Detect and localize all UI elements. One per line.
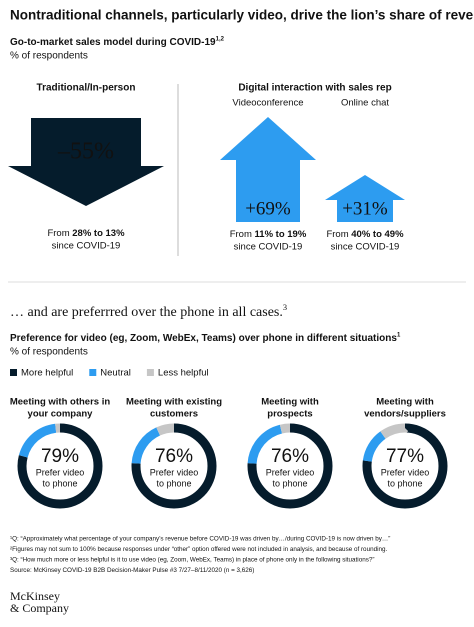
donut-caption: Prefer video	[381, 467, 430, 477]
channel-from-bold: 40% to 49%	[351, 229, 404, 240]
donut-title: Meeting with existing	[126, 397, 222, 408]
traditional-from: From 28% to 13%	[47, 228, 125, 239]
channel-name: Online chat	[341, 98, 389, 109]
donut-caption: to phone	[42, 478, 77, 488]
footnote: ¹Q: “Approximately what percentage of yo…	[10, 536, 390, 543]
subtitle-sup: 1,2	[216, 36, 225, 42]
logo: & Company	[10, 601, 69, 615]
donut-caption: Prefer video	[36, 467, 85, 477]
donut-title: customers	[150, 409, 198, 420]
footnote: Source: McKinsey COVID-19 B2B Decision-M…	[10, 567, 254, 574]
legend-swatch	[146, 369, 154, 376]
down-arrow	[8, 118, 164, 206]
donut-segment	[17, 423, 103, 509]
traditional-from-prefix: From	[47, 228, 72, 239]
page-title: Nontraditional channels, particularly vi…	[10, 8, 474, 23]
channel-since: since COVID-19	[331, 242, 400, 253]
channel-from-bold: 11% to 19%	[255, 229, 307, 240]
section2-subtitle: Preference for video (eg, Zoom, WebEx, T…	[10, 332, 401, 344]
logo: McKinsey	[10, 589, 60, 603]
donut-title: your company	[28, 409, 94, 420]
donut-title: Meeting with	[376, 397, 434, 408]
legend-label: More helpful	[21, 368, 73, 379]
up-arrow-large	[220, 117, 316, 222]
donut-label: 76%	[271, 446, 309, 467]
donut-segment	[131, 423, 217, 509]
subtitle-main: Go-to-market sales model during COVID-19	[10, 37, 216, 48]
section2-unit: % of respondents	[10, 347, 88, 358]
donut-title: Meeting with others in	[10, 397, 110, 408]
channel-from-prefix: From	[230, 229, 255, 240]
channel-from-prefix: From	[326, 229, 351, 240]
channel-name: Videoconference	[232, 98, 303, 109]
donut-title: prospects	[267, 409, 312, 420]
legend-label: Neutral	[100, 368, 131, 379]
channel-since: since COVID-19	[234, 242, 303, 253]
traditional-change: –55%	[57, 139, 114, 165]
section2-title-main: … and are preferrred over the phone in a…	[10, 305, 283, 320]
donut-caption: to phone	[387, 478, 422, 488]
donut-caption: to phone	[272, 478, 307, 488]
channel-change: +31%	[342, 198, 388, 219]
unit: % of respondents	[10, 51, 88, 62]
footnote: ³Q: “How much more or less helpful is it…	[10, 557, 374, 564]
donut-label: 77%	[386, 446, 424, 467]
section2-subtitle-sup: 1	[397, 332, 401, 338]
donut-segment	[247, 423, 333, 509]
donut-caption: Prefer video	[150, 467, 199, 477]
traditional-from-bold: 28% to 13%	[72, 228, 125, 239]
legend-label: Less helpful	[158, 368, 209, 379]
donut-segment	[362, 423, 448, 509]
donut-label: 76%	[155, 446, 193, 467]
subtitle: Go-to-market sales model during COVID-19…	[10, 36, 225, 48]
channel-change: +69%	[245, 198, 291, 219]
section2-subtitle-main: Preference for video (eg, Zoom, WebEx, T…	[10, 333, 397, 344]
legend-swatch	[89, 369, 97, 376]
traditional-heading: Traditional/In-person	[37, 83, 136, 94]
donut-caption: to phone	[156, 478, 191, 488]
donut-caption: Prefer video	[266, 467, 315, 477]
donut-label: 79%	[41, 446, 79, 467]
footnote: ²Figures may not sum to 100% because res…	[10, 546, 387, 553]
section2-title: … and are preferrred over the phone in a…	[10, 303, 287, 320]
channel-from: From 40% to 49%	[326, 229, 404, 240]
traditional-since: since COVID-19	[52, 241, 121, 252]
up-arrow-small	[325, 175, 405, 222]
section2-title-sup: 3	[283, 303, 287, 312]
digital-heading: Digital interaction with sales rep	[238, 83, 391, 94]
donut-title: vendors/suppliers	[364, 409, 446, 420]
legend-swatch	[10, 369, 17, 376]
donut-title: Meeting with	[261, 397, 319, 408]
channel-from: From 11% to 19%	[230, 229, 307, 240]
